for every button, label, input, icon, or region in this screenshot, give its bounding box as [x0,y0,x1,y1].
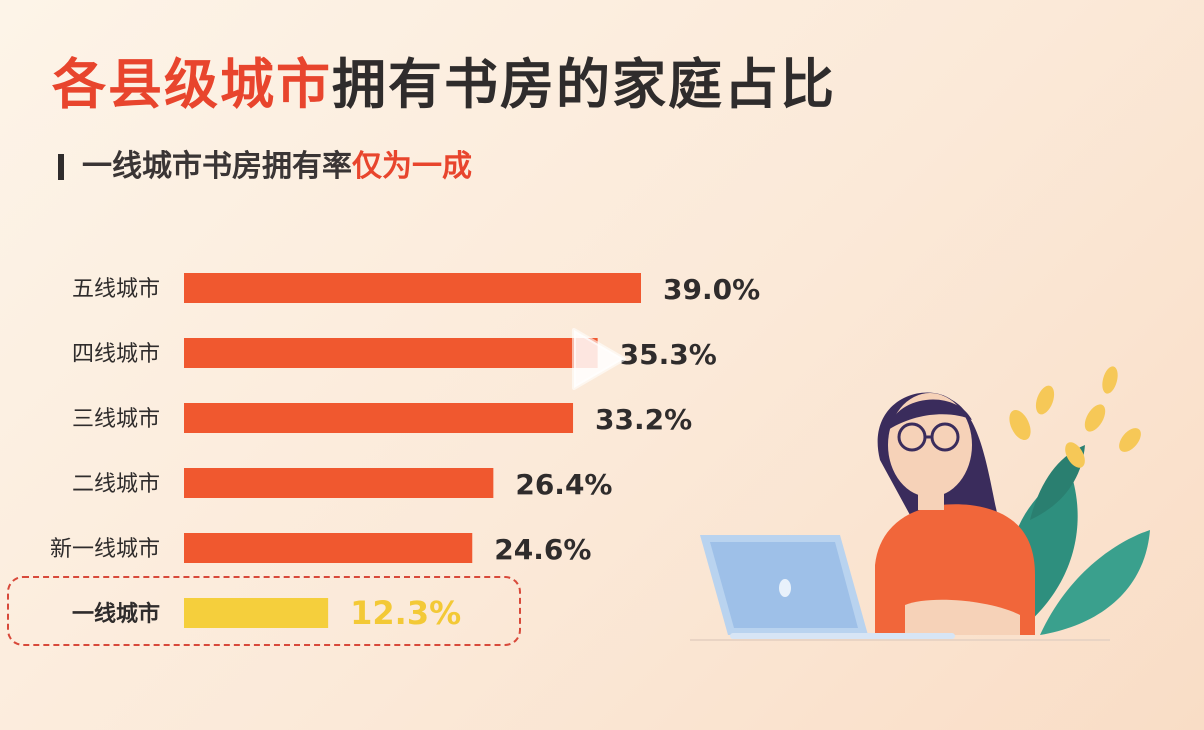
bar [184,468,494,498]
value-label: 26.4% [515,468,612,501]
bar [184,533,473,563]
play-icon[interactable] [566,324,630,394]
category-label: 四线城市 [72,342,160,367]
bar [184,403,574,433]
subtitle-rest: 一线城市书房拥有率 [82,149,352,184]
laptop [700,535,955,639]
value-label: 24.6% [494,533,591,566]
title-rest: 拥有书房的家庭占比 [332,53,836,116]
category-label: 二线城市 [72,472,160,497]
value-label: 35.3% [620,338,717,371]
bar [184,273,641,303]
category-label: 新一线城市 [50,537,160,562]
highlighted-bar [184,598,329,628]
bar [184,338,598,368]
value-label: 39.0% [663,273,760,306]
chart-subtitle: 一线城市书房拥有率 仅为一成 [58,152,472,182]
value-label: 33.2% [595,403,692,436]
title-highlight: 各县级城市 [52,53,332,116]
value-label: 12.3% [350,594,461,632]
woman-with-laptop-illustration [690,366,1150,641]
woman-figure [875,392,1035,635]
category-label: 三线城市 [72,407,160,432]
category-label: 五线城市 [72,277,160,302]
subtitle-highlight: 仅为一成 [352,149,472,184]
subtitle-marker [58,154,64,180]
category-label: 一线城市 [72,601,160,627]
chart-title: 各县级城市拥有书房的家庭占比 [52,58,836,112]
highlight-dashed-box [7,576,521,646]
